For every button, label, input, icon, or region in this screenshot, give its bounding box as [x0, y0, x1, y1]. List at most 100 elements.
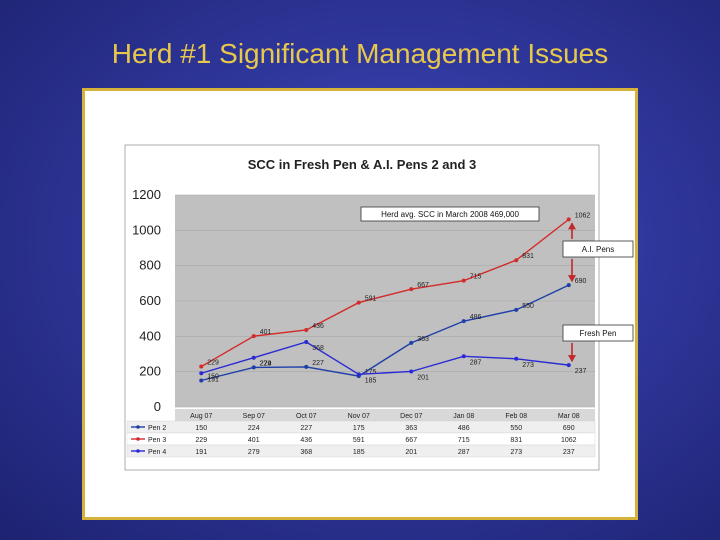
table-cell: 175 — [353, 425, 365, 432]
x-tick-label: Aug 07 — [190, 413, 212, 420]
annotation-text: A.I. Pens — [582, 245, 614, 254]
table-cell: 436 — [300, 437, 312, 444]
series-line-pen-3 — [200, 218, 570, 368]
data-point — [461, 278, 466, 283]
x-tick-label: Feb 08 — [505, 413, 527, 420]
annotation-text: Herd avg. SCC in March 2008 469,000 — [381, 210, 519, 219]
legend-label: Pen 2 — [148, 425, 166, 432]
data-point — [251, 355, 256, 360]
data-label: 436 — [312, 323, 324, 330]
data-point — [251, 334, 256, 339]
table-header-row — [175, 409, 595, 421]
legend-marker — [136, 437, 140, 441]
data-label: 591 — [365, 296, 377, 303]
x-tick-label: Jan 08 — [453, 413, 474, 420]
legend-label: Pen 4 — [148, 449, 166, 456]
annotation-box — [562, 324, 634, 342]
data-point — [304, 364, 309, 369]
data-point — [566, 217, 571, 222]
slide-title: Herd #1 Significant Management Issues — [111, 38, 609, 69]
data-label: 227 — [312, 360, 324, 367]
arrow-head — [568, 355, 576, 363]
data-label: 287 — [470, 359, 482, 366]
data-label: 690 — [575, 278, 587, 285]
data-point — [356, 372, 361, 377]
table-cell: 201 — [405, 449, 417, 456]
table-cell: 224 — [248, 425, 260, 432]
x-tick-label: Nov 07 — [348, 413, 370, 420]
data-label: 201 — [417, 374, 429, 381]
data-point — [409, 287, 414, 292]
table-cell: 279 — [248, 449, 260, 456]
table-cell: 401 — [248, 437, 260, 444]
legend-marker — [136, 425, 140, 429]
table-cell: 486 — [458, 425, 470, 432]
data-label: 237 — [575, 368, 587, 375]
annotation-box — [360, 206, 540, 222]
table-cell: 715 — [458, 437, 470, 444]
y-tick-label: 400 — [139, 328, 161, 343]
data-point — [514, 258, 519, 263]
x-tick-label: Sep 07 — [243, 413, 265, 420]
data-point — [199, 364, 204, 369]
data-label: 229 — [207, 360, 219, 367]
x-tick-label: Oct 07 — [296, 413, 317, 420]
y-tick-label: 0 — [154, 399, 161, 414]
table-cell: 690 — [563, 425, 575, 432]
data-point — [356, 300, 361, 305]
legend-marker — [136, 449, 140, 453]
y-tick-label: 600 — [139, 293, 161, 308]
data-label: 273 — [522, 362, 534, 369]
data-label: 175 — [365, 369, 377, 376]
data-label: 150 — [207, 374, 219, 381]
data-point — [409, 340, 414, 345]
y-tick-label: 1200 — [132, 187, 161, 202]
data-point — [566, 283, 571, 288]
data-point — [514, 307, 519, 312]
data-point — [304, 339, 309, 344]
table-cell: 591 — [353, 437, 365, 444]
y-tick-label: 1000 — [132, 222, 161, 237]
data-point — [461, 319, 466, 324]
legend-label: Pen 3 — [148, 437, 166, 444]
chart-frame: SCC in Fresh Pen & A.I. Pens 2 and 3 0 200… — [82, 88, 638, 520]
table-cell: 229 — [195, 437, 207, 444]
arrow-head — [568, 222, 576, 230]
data-label: 224 — [260, 360, 272, 367]
table-cell: 227 — [300, 425, 312, 432]
data-point — [199, 378, 204, 383]
data-label: 191 — [207, 376, 219, 383]
table-cell: 185 — [353, 449, 365, 456]
table-cell: 191 — [195, 449, 207, 456]
data-point — [514, 356, 519, 361]
series-line-pen-4 — [201, 341, 569, 376]
data-label: 368 — [312, 345, 324, 352]
series-line-pen-2 — [201, 284, 570, 382]
data-label: 486 — [470, 314, 482, 321]
table-cell: 273 — [510, 449, 522, 456]
y-tick-label: 200 — [139, 364, 161, 379]
data-point — [461, 354, 466, 359]
data-point — [251, 365, 256, 370]
table-cell: 667 — [405, 437, 417, 444]
data-label: 185 — [365, 377, 377, 384]
data-point — [199, 371, 204, 376]
table-row — [126, 444, 596, 458]
data-point — [304, 327, 309, 332]
table-cell: 363 — [405, 425, 417, 432]
annotation-text: Fresh Pen — [580, 329, 617, 338]
chart-svg: SCC in Fresh Pen & A.I. Pens 2 and 3 0 200… — [124, 144, 634, 471]
data-label: 550 — [522, 303, 534, 310]
data-label: 363 — [417, 336, 429, 343]
chart-title: SCC in Fresh Pen & A.I. Pens 2 and 3 — [248, 157, 477, 172]
table-cell: 550 — [510, 425, 522, 432]
table-cell: 237 — [563, 449, 575, 456]
table-cell: 150 — [195, 425, 207, 432]
x-tick-label: Dec 07 — [400, 413, 422, 420]
table-cell: 1062 — [561, 437, 577, 444]
y-tick-label: 800 — [139, 258, 161, 273]
table-cell: 831 — [510, 437, 522, 444]
annotation-box — [562, 240, 634, 258]
data-label: 715 — [470, 274, 482, 281]
arrow-head — [568, 275, 576, 283]
